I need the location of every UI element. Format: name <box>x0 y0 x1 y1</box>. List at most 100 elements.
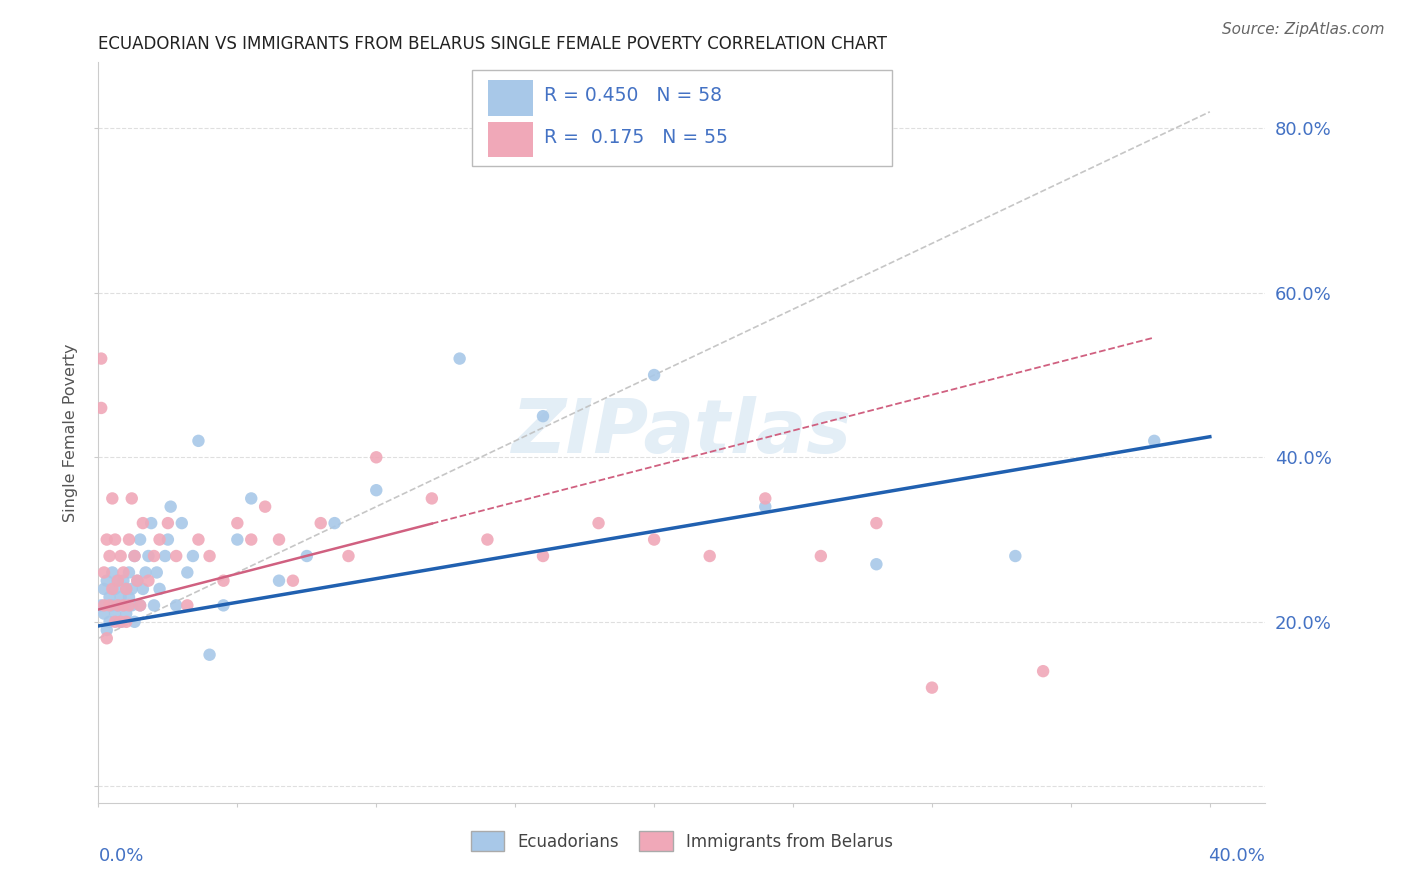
Point <box>198 648 221 662</box>
Point <box>129 599 152 613</box>
Point <box>699 549 721 563</box>
Point <box>531 409 554 424</box>
Point <box>1004 549 1026 563</box>
Point <box>135 566 157 580</box>
Point <box>176 566 198 580</box>
Point <box>198 549 221 563</box>
Text: 0.0%: 0.0% <box>98 847 143 865</box>
Point <box>121 599 143 613</box>
Point <box>115 582 138 596</box>
Point <box>115 607 138 621</box>
Point <box>98 590 121 604</box>
Point <box>138 574 160 588</box>
Point <box>531 549 554 563</box>
Point <box>96 632 118 646</box>
Point <box>124 549 146 563</box>
Text: R =  0.175   N = 55: R = 0.175 N = 55 <box>544 128 728 147</box>
Point <box>309 516 332 530</box>
Point <box>127 574 149 588</box>
Point <box>146 566 169 580</box>
Point <box>159 500 181 514</box>
Point <box>93 599 115 613</box>
Point <box>96 574 118 588</box>
Point <box>110 615 132 629</box>
Point <box>153 549 176 563</box>
Point <box>226 533 249 547</box>
Bar <box>488 80 533 116</box>
Point <box>754 500 776 514</box>
FancyBboxPatch shape <box>472 70 891 166</box>
Point <box>143 599 166 613</box>
Point <box>449 351 471 366</box>
Point <box>165 599 187 613</box>
Point <box>170 516 193 530</box>
Point <box>90 351 112 366</box>
Point <box>112 599 135 613</box>
Point <box>93 566 115 580</box>
Point <box>90 401 112 415</box>
Point <box>107 574 129 588</box>
Point <box>1032 664 1054 678</box>
Point <box>212 574 235 588</box>
Point <box>98 615 121 629</box>
Point <box>366 450 388 465</box>
Point <box>124 549 146 563</box>
Point <box>107 574 129 588</box>
Point <box>129 599 152 613</box>
Point <box>110 590 132 604</box>
Point <box>104 582 127 596</box>
Point <box>240 533 263 547</box>
Point <box>96 623 118 637</box>
Point <box>93 607 115 621</box>
Point <box>477 533 499 547</box>
Point <box>118 533 141 547</box>
Point <box>98 549 121 563</box>
Point <box>240 491 263 506</box>
Point <box>107 599 129 613</box>
Point <box>121 491 143 506</box>
Point <box>226 516 249 530</box>
Point <box>212 599 235 613</box>
Point <box>121 582 143 596</box>
Point <box>96 533 118 547</box>
Point <box>101 599 124 613</box>
Point <box>323 516 346 530</box>
Text: ZIPatlas: ZIPatlas <box>512 396 852 469</box>
Point <box>110 615 132 629</box>
Point <box>93 582 115 596</box>
Text: 40.0%: 40.0% <box>1209 847 1265 865</box>
Point <box>104 607 127 621</box>
Point <box>112 566 135 580</box>
Point <box>865 558 887 572</box>
Text: Source: ZipAtlas.com: Source: ZipAtlas.com <box>1222 22 1385 37</box>
Point <box>124 615 146 629</box>
Point <box>115 615 138 629</box>
Point <box>187 434 209 448</box>
Point <box>141 516 163 530</box>
Point <box>115 582 138 596</box>
Point <box>267 533 290 547</box>
Point <box>132 516 155 530</box>
Y-axis label: Single Female Poverty: Single Female Poverty <box>63 343 79 522</box>
Point <box>643 533 665 547</box>
Point <box>420 491 443 506</box>
Point <box>1143 434 1166 448</box>
Point <box>643 368 665 382</box>
Point <box>112 599 135 613</box>
Point <box>104 533 127 547</box>
Point <box>810 549 832 563</box>
Point <box>165 549 187 563</box>
Point <box>118 566 141 580</box>
Point <box>865 516 887 530</box>
Point <box>187 533 209 547</box>
Point <box>143 549 166 563</box>
Point <box>337 549 360 563</box>
Point <box>104 615 127 629</box>
Point <box>129 533 152 547</box>
Point <box>101 582 124 596</box>
Point <box>281 574 304 588</box>
Point <box>156 516 179 530</box>
Point <box>148 533 170 547</box>
Point <box>101 491 124 506</box>
Point <box>295 549 318 563</box>
